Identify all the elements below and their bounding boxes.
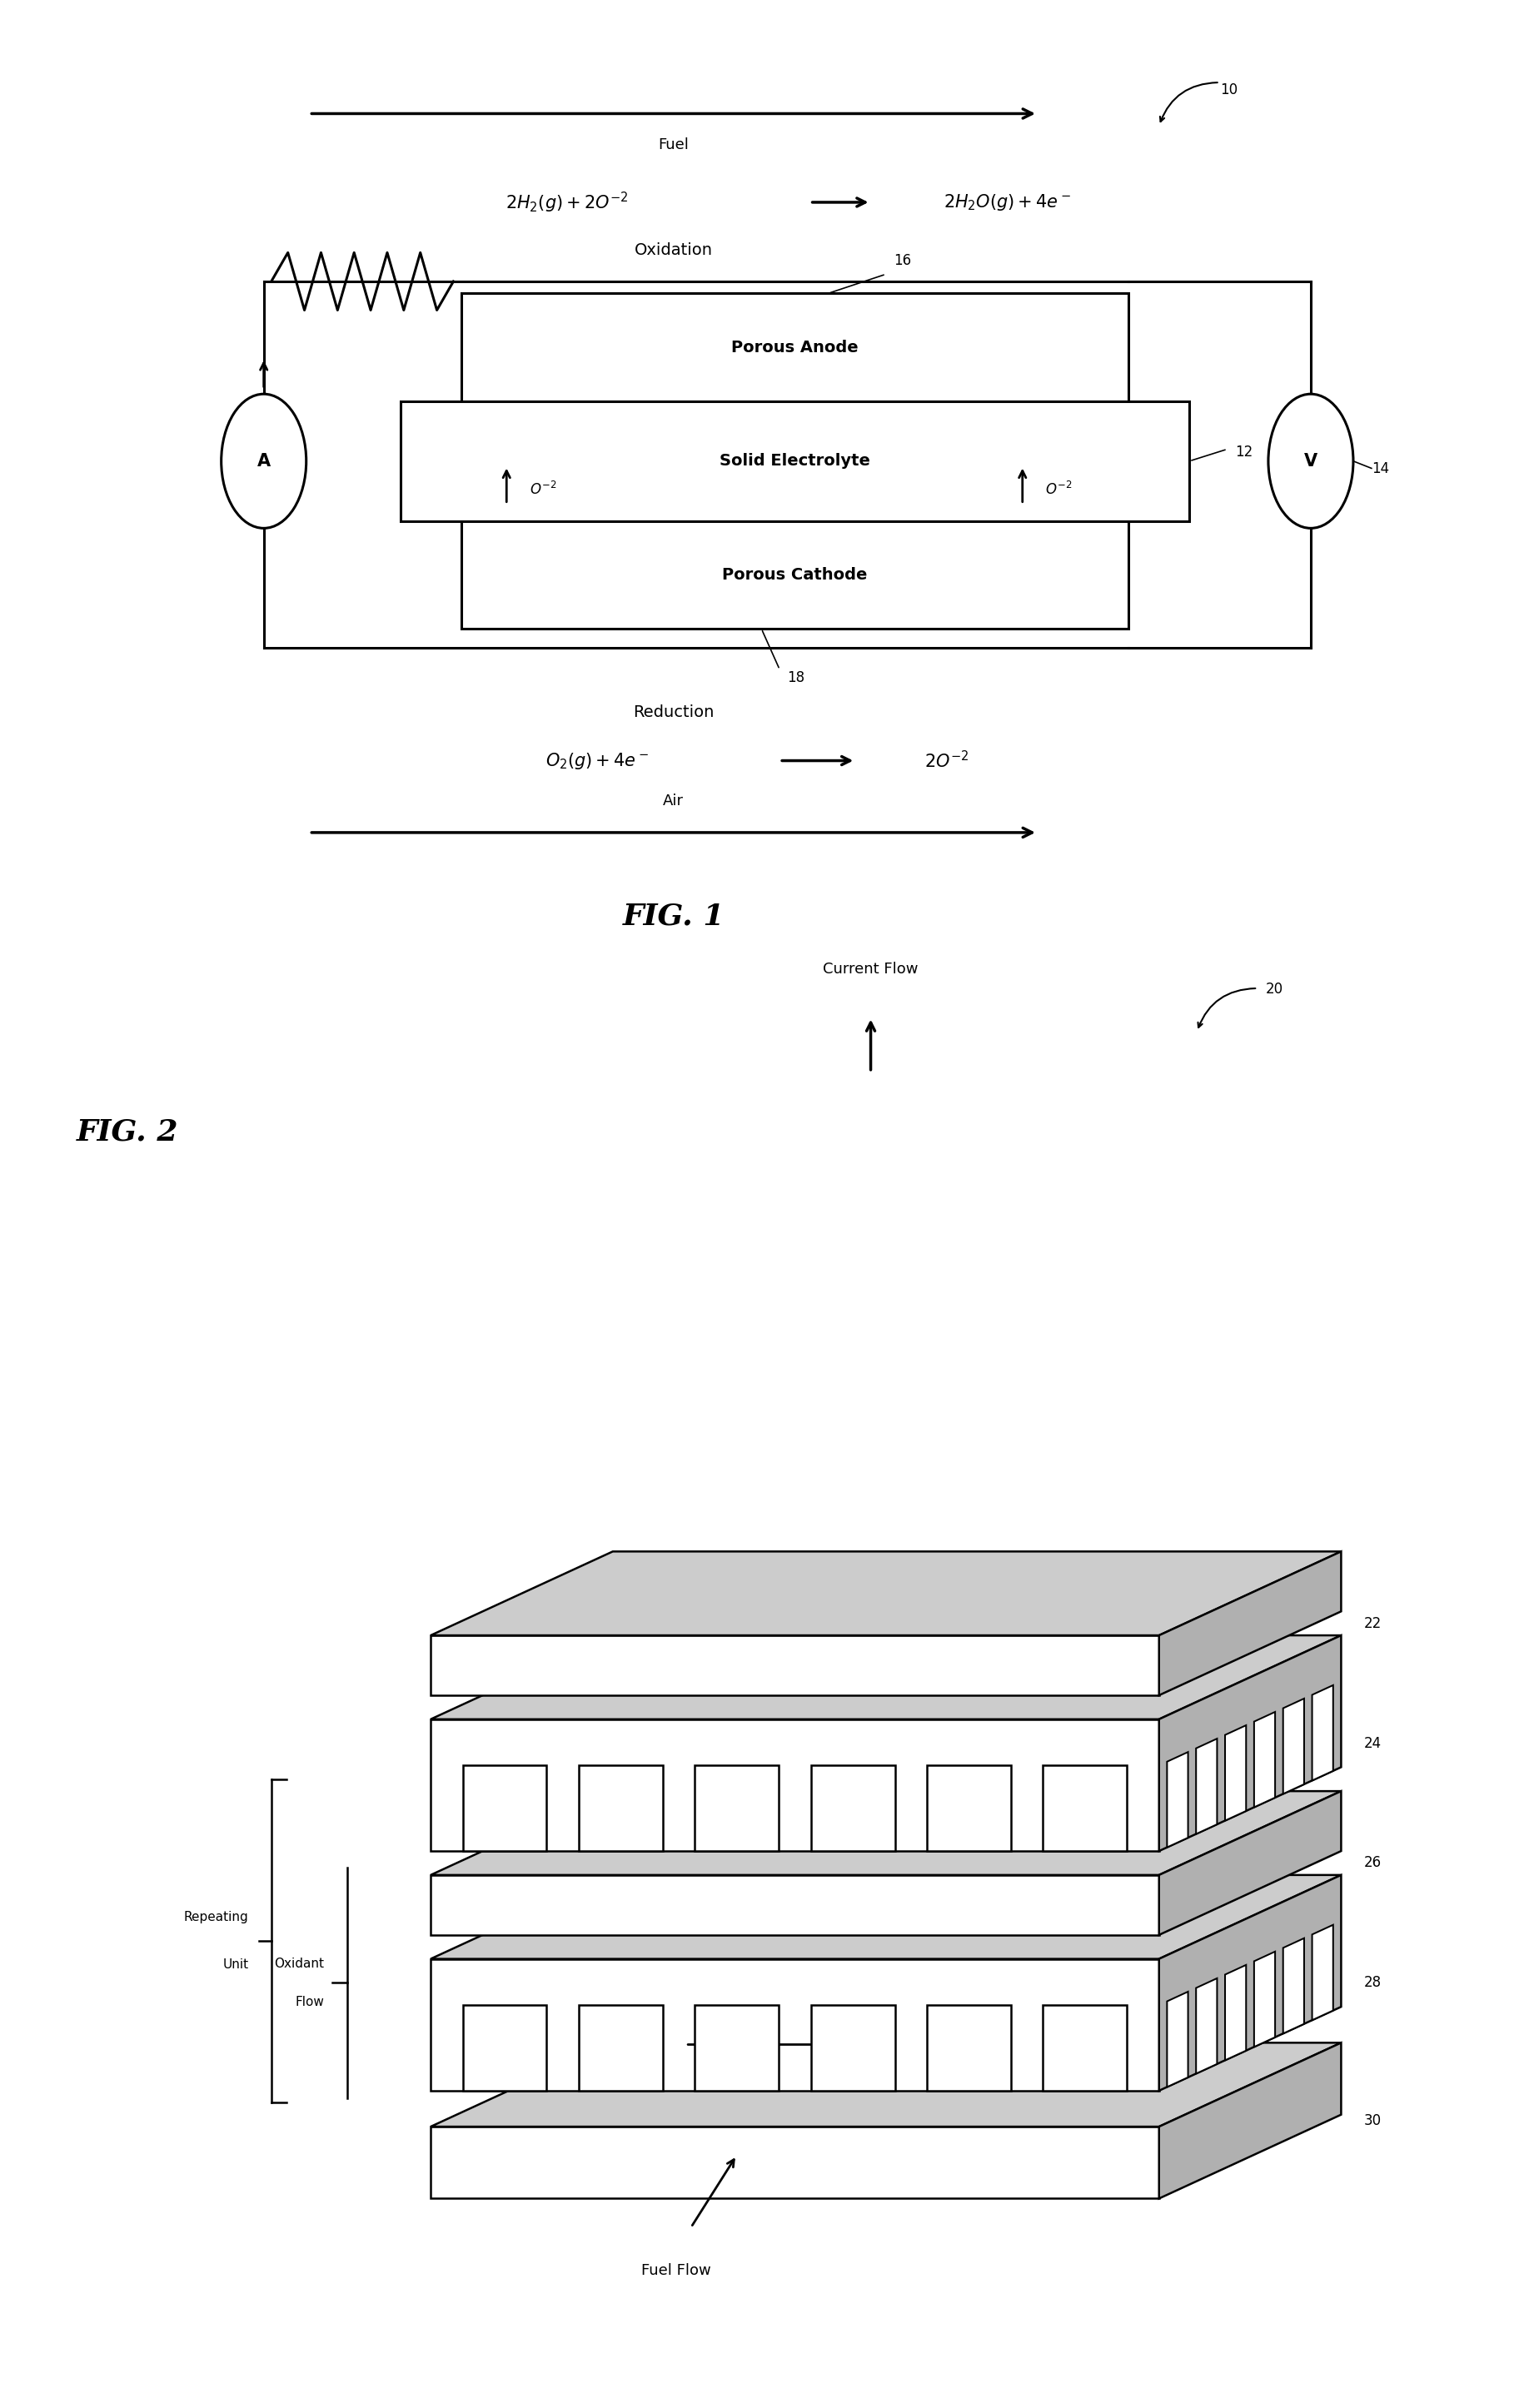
Text: 30: 30 [1364,2114,1382,2129]
Text: 26: 26 [1364,1857,1382,1871]
Polygon shape [1254,1950,1275,2047]
Text: Fuel Flow: Fuel Flow [641,2264,711,2278]
Polygon shape [1167,1753,1188,1847]
Polygon shape [810,1765,894,1852]
Polygon shape [1254,1712,1275,1808]
Polygon shape [1225,1965,1246,2061]
Polygon shape [431,1719,1159,1852]
Text: 28: 28 [1364,1975,1382,1991]
Text: V: V [1304,453,1318,470]
Polygon shape [1196,1979,1217,2073]
Text: $O^{-2}$: $O^{-2}$ [1046,482,1072,498]
Text: 16: 16 [893,253,911,267]
Text: FIG. 2: FIG. 2 [76,1117,179,1146]
Polygon shape [694,1765,778,1852]
Text: $2H_2O(g) + 4e^-$: $2H_2O(g) + 4e^-$ [943,193,1072,212]
Polygon shape [463,1765,547,1852]
Polygon shape [927,1765,1011,1852]
Polygon shape [1159,1876,1341,2090]
Text: A: A [257,453,271,470]
Text: $O^{-2}$: $O^{-2}$ [529,482,557,498]
Text: Fuel: Fuel [657,137,688,152]
Bar [462,520,1128,628]
Text: Flow: Flow [295,1996,324,2008]
Text: Solid Electrolyte: Solid Electrolyte [720,453,870,470]
Text: Air: Air [664,795,683,809]
Text: Unit: Unit [223,1958,249,1972]
Polygon shape [1159,2042,1341,2199]
Polygon shape [1312,1686,1333,1780]
Circle shape [1268,395,1353,527]
Polygon shape [810,2006,894,2090]
Text: Oxidation: Oxidation [635,243,713,258]
Polygon shape [463,2006,547,2090]
Text: Porous Anode: Porous Anode [731,340,858,356]
Polygon shape [431,2042,1341,2126]
Polygon shape [431,1635,1159,1695]
Text: 20: 20 [1266,982,1283,997]
Polygon shape [431,1792,1341,1876]
Polygon shape [1159,1792,1341,1936]
Bar [462,294,1128,402]
Text: 12: 12 [1235,445,1252,460]
Polygon shape [1043,1765,1127,1852]
Polygon shape [431,1876,1159,1936]
Polygon shape [1196,1739,1217,1835]
Polygon shape [431,1635,1341,1719]
Polygon shape [1283,1698,1304,1794]
Polygon shape [579,1765,662,1852]
Polygon shape [1043,2006,1127,2090]
Text: $2O^{-2}$: $2O^{-2}$ [925,751,969,771]
Text: $O_2(g) + 4e^-$: $O_2(g) + 4e^-$ [546,751,650,771]
Circle shape [222,395,306,527]
Text: Oxidant: Oxidant [275,1958,324,1970]
Polygon shape [431,2126,1159,2199]
Polygon shape [1167,1991,1188,2088]
Polygon shape [431,1551,1341,1635]
Polygon shape [1283,1938,1304,2032]
Polygon shape [1159,1635,1341,1852]
Text: $2H_2(g) + 2O^{-2}$: $2H_2(g) + 2O^{-2}$ [506,190,628,214]
Bar [401,402,1190,520]
Polygon shape [431,1876,1341,1958]
Text: FIG. 1: FIG. 1 [622,903,725,929]
Text: 24: 24 [1364,1736,1382,1751]
Text: Current Flow: Current Flow [823,961,919,975]
Polygon shape [1159,1551,1341,1695]
Text: 22: 22 [1364,1616,1382,1630]
Text: Repeating: Repeating [183,1910,249,1924]
Text: Porous Cathode: Porous Cathode [722,566,867,583]
Text: 14: 14 [1372,462,1388,477]
Text: 10: 10 [1220,82,1237,96]
Text: Reduction: Reduction [633,706,714,720]
Polygon shape [927,2006,1011,2090]
Polygon shape [1225,1724,1246,1820]
Polygon shape [431,1958,1159,2090]
Polygon shape [1312,1924,1333,2020]
Text: 18: 18 [787,669,804,684]
Polygon shape [579,2006,662,2090]
Polygon shape [694,2006,778,2090]
